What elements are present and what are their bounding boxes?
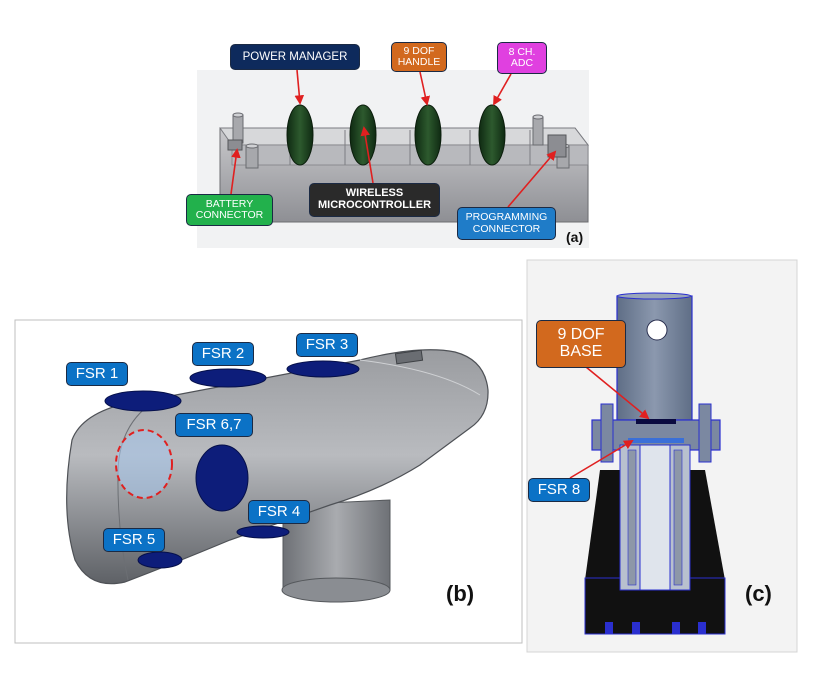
panel-b-letter: (b) — [446, 581, 475, 606]
wireless-microcontroller-label: WIRELESS MICROCONTROLLER — [309, 183, 440, 217]
inner-shaft — [619, 444, 691, 591]
adc-8ch-label: 8 CH. ADC — [497, 42, 547, 74]
fsr8-label: FSR 8 — [528, 478, 590, 502]
panel-c-letter: (c) — [745, 581, 772, 606]
fsr67-label: FSR 6,7 — [175, 413, 253, 437]
fsr4-pad — [236, 525, 290, 539]
fsr2-pad — [189, 368, 267, 388]
dof9-handle-label: 9 DOF HANDLE — [391, 42, 447, 72]
fsr3-pad — [286, 360, 360, 378]
dof9-base-label: 9 DOF BASE — [536, 320, 626, 368]
panel-a-letter: (a) — [566, 229, 584, 245]
fsr1-label: FSR 1 — [66, 362, 128, 386]
panel-a-arrows — [230, 69, 557, 208]
power-manager-label: POWER MANAGER — [230, 44, 360, 70]
fsr5-label: FSR 5 — [103, 528, 165, 552]
fsr4-label: FSR 4 — [248, 500, 310, 524]
panel-c-arrows — [569, 366, 650, 479]
fsr2-label: FSR 2 — [192, 342, 254, 366]
fsr67-pad — [195, 444, 249, 512]
fsr-pads — [104, 360, 360, 569]
fsr5-pad — [137, 551, 183, 569]
battery-connector-label: BATTERY CONNECTOR — [186, 194, 273, 226]
handle-stem — [281, 499, 391, 603]
shaft-tube — [616, 292, 693, 421]
fsr1-pad — [104, 390, 182, 412]
fsr-hidden-outline — [115, 429, 173, 499]
fsr3-label: FSR 3 — [296, 333, 358, 357]
programming-connector-label: PROGRAMMING CONNECTOR — [457, 207, 556, 240]
